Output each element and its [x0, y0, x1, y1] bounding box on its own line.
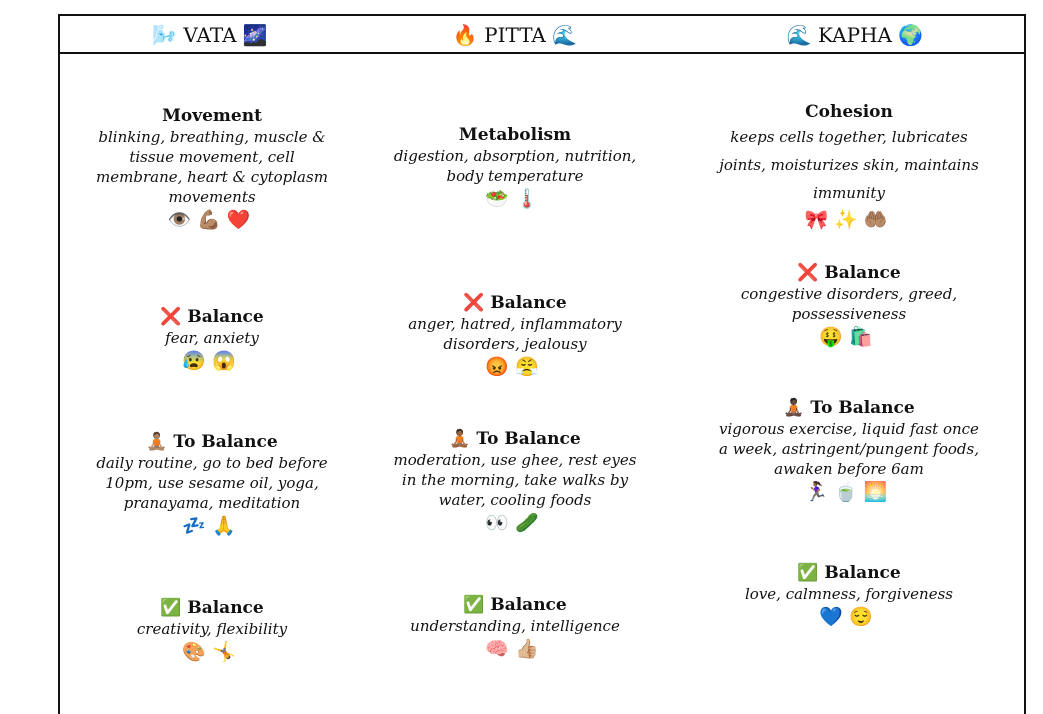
- pitta-balance-title: ✅ Balance: [463, 595, 567, 615]
- vata-imbalance-block: ❌ Balance fear, anxiety 😰😱: [92, 306, 332, 374]
- vata-balance-desc: creativity, flexibility: [136, 620, 288, 638]
- pitta-header: 🔥 PITTA 🌊: [452, 23, 578, 47]
- vata-imbalance-emoji: 😰😱: [182, 350, 242, 372]
- pitta-balance-block: ✅ Balance understanding, intelligence 🧠👍…: [390, 594, 640, 662]
- vata-imbalance-title: ❌ Balance: [160, 307, 264, 327]
- vata-to-balance-desc: daily routine, go to bed before 10pm, us…: [96, 454, 328, 512]
- pitta-imbalance-emoji: 😡😤: [485, 356, 545, 378]
- pitta-to-balance-block: 🧘🏾 To Balance moderation, use ghee, rest…: [390, 428, 640, 536]
- pitta-to-balance-emoji: 👀🥒: [485, 512, 545, 534]
- kapha-function-block: Cohesion keeps cells together, lubricate…: [705, 101, 993, 233]
- kapha-function-emoji: 🎀✨🤲🏽: [804, 209, 894, 231]
- kapha-to-balance-block: 🧘🏿 To Balance vigorous exercise, liquid …: [718, 397, 980, 505]
- pitta-imbalance-desc: anger, hatred, inflammatory disorders, j…: [408, 315, 622, 353]
- kapha-imbalance-title: ❌ Balance: [797, 263, 901, 283]
- kapha-to-balance-title: 🧘🏿 To Balance: [783, 398, 915, 418]
- vata-function-emoji: 👁️💪🏽❤️: [167, 209, 257, 231]
- vata-function-block: Movement blinking, breathing, muscle & t…: [92, 105, 332, 233]
- pitta-balance-desc: understanding, intelligence: [410, 617, 620, 635]
- vata-function-desc: blinking, breathing, muscle & tissue mov…: [96, 128, 328, 206]
- pitta-function-emoji: 🥗🌡️: [485, 188, 545, 210]
- vata-imbalance-desc: fear, anxiety: [165, 329, 259, 347]
- kapha-balance-title: ✅ Balance: [797, 563, 901, 583]
- pitta-to-balance-title: 🧘🏾 To Balance: [449, 429, 581, 449]
- vata-to-balance-emoji: 💤🙏: [182, 515, 242, 537]
- kapha-header: 🌊 KAPHA 🌍: [786, 23, 924, 47]
- vata-balance-emoji: 🎨🤸: [182, 641, 242, 663]
- kapha-balance-emoji: 💙😌: [819, 606, 879, 628]
- kapha-to-balance-desc: vigorous exercise, liquid fast once a we…: [719, 420, 979, 478]
- pitta-imbalance-block: ❌ Balance anger, hatred, inflammatory di…: [390, 292, 640, 380]
- vata-header: 🌬️ VATA 🌌: [152, 23, 268, 47]
- kapha-balance-desc: love, calmness, forgiveness: [745, 585, 953, 603]
- pitta-function-title: Metabolism: [458, 125, 572, 145]
- vata-balance-title: ✅ Balance: [160, 598, 264, 618]
- kapha-imbalance-desc: congestive disorders, greed, possessiven…: [740, 285, 958, 323]
- kapha-balance-block: ✅ Balance love, calmness, forgiveness 💙😌: [718, 562, 980, 630]
- kapha-imbalance-emoji: 🤑🛍️: [819, 326, 879, 348]
- header-row: 🌬️ VATA 🌌 🔥 PITTA 🌊 🌊 KAPHA 🌍: [58, 14, 1026, 54]
- vata-to-balance-title: 🧘🏽 To Balance: [146, 432, 278, 452]
- kapha-imbalance-block: ❌ Balance congestive disorders, greed, p…: [718, 262, 980, 350]
- vata-function-title: Movement: [162, 106, 262, 126]
- vata-to-balance-block: 🧘🏽 To Balance daily routine, go to bed b…: [92, 431, 332, 539]
- kapha-function-desc: keeps cells together, lubricates joints,…: [719, 128, 979, 202]
- kapha-function-title: Cohesion: [805, 102, 893, 122]
- kapha-to-balance-emoji: 🏃🏾‍♀️🍵🌅: [804, 481, 894, 503]
- pitta-balance-emoji: 🧠👍🏼: [485, 638, 545, 660]
- pitta-function-desc: digestion, absorption, nutrition, body t…: [393, 147, 637, 185]
- pitta-to-balance-desc: moderation, use ghee, rest eyes in the m…: [393, 451, 637, 509]
- vata-balance-block: ✅ Balance creativity, flexibility 🎨🤸: [92, 597, 332, 665]
- pitta-imbalance-title: ❌ Balance: [463, 293, 567, 313]
- pitta-function-block: Metabolism digestion, absorption, nutrit…: [390, 124, 640, 212]
